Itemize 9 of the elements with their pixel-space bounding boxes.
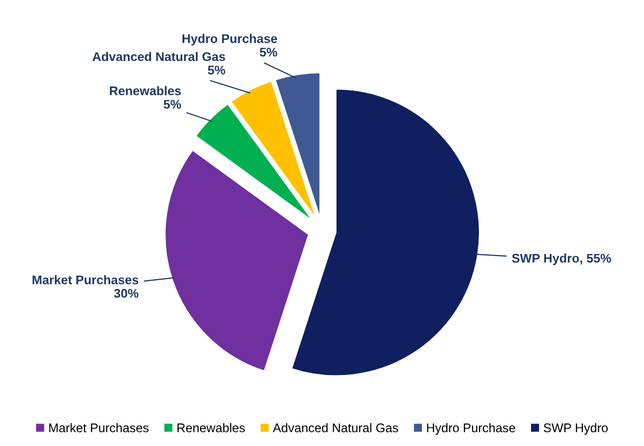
legend-label: Market Purchases bbox=[49, 423, 149, 432]
legend-label: Advanced Natural Gas bbox=[272, 423, 398, 432]
text: SWP Hydro, 55% bbox=[512, 253, 612, 266]
text: Advanced Natural Gas 5% bbox=[92, 52, 226, 75]
legend-label: SWP Hydro bbox=[544, 423, 608, 435]
text: Renewables 5% bbox=[110, 86, 182, 109]
legend-label: Renewables bbox=[178, 423, 245, 432]
legend-label: Hydro Purchase bbox=[427, 423, 516, 435]
text: Market Purchases 30% bbox=[32, 275, 138, 298]
